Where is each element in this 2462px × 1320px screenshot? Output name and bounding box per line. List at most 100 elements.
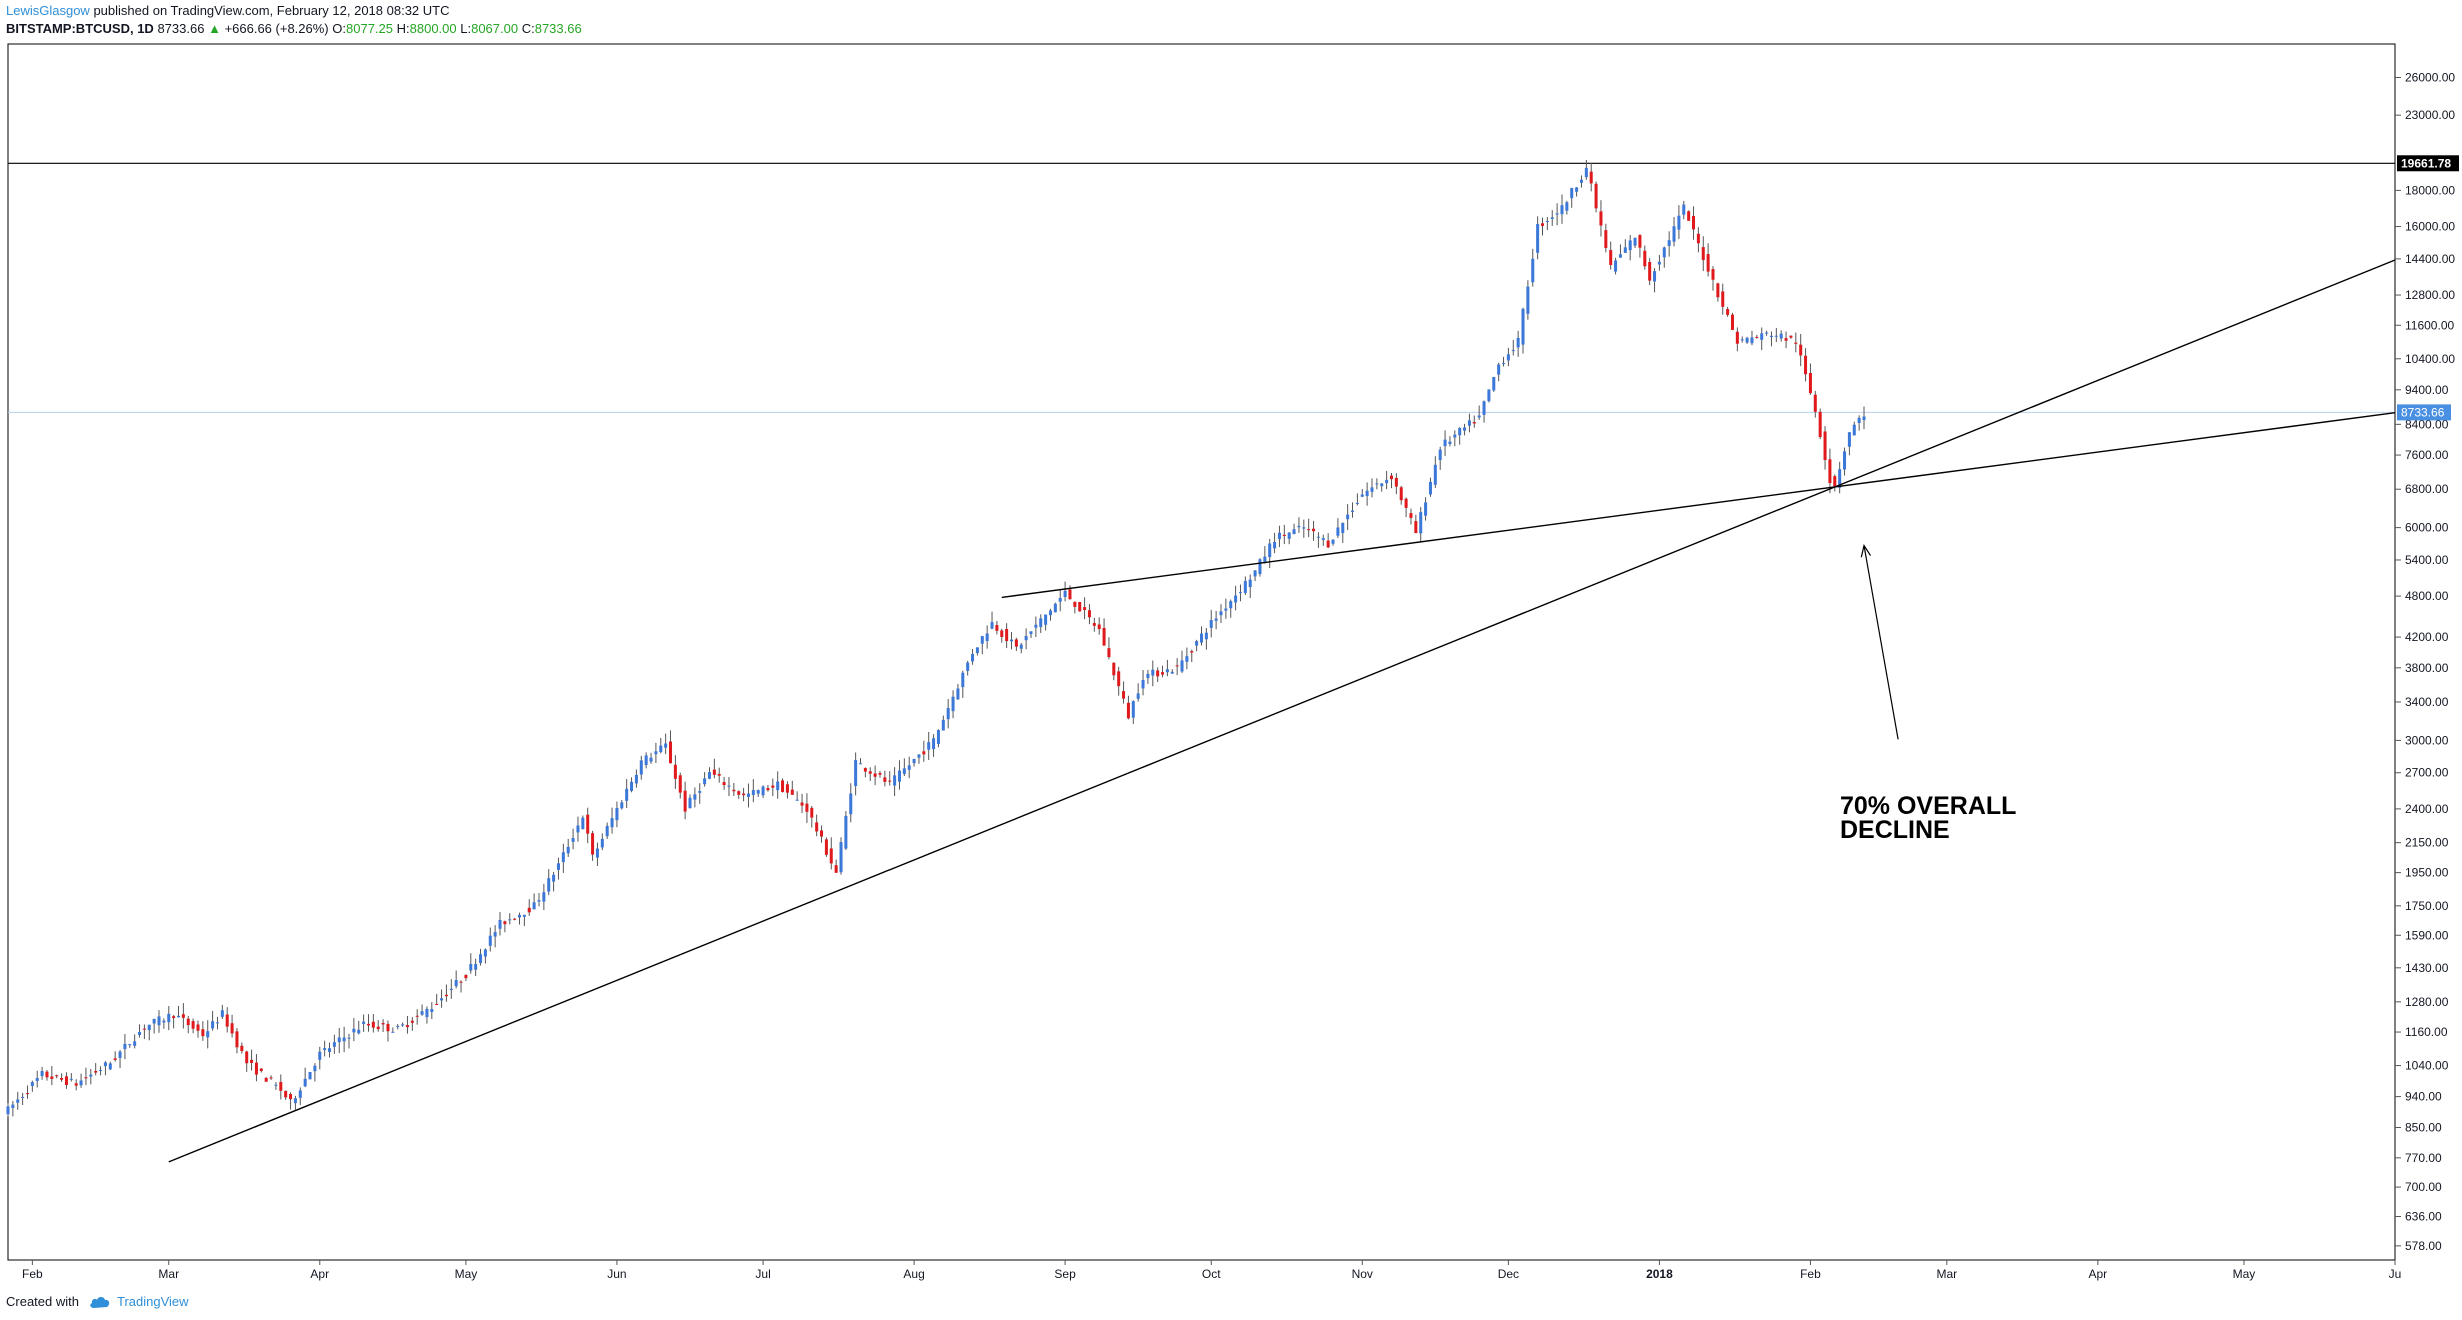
annotation-line-2: DECLINE — [1840, 816, 1950, 844]
candle-body — [746, 793, 750, 797]
candle-body — [1351, 510, 1355, 512]
candle-body — [1234, 595, 1238, 603]
candle-body — [966, 662, 970, 671]
candle-body — [1604, 230, 1608, 248]
y-tick-label: 1950.00 — [2405, 866, 2449, 880]
author-link[interactable]: LewisGlasgow — [6, 3, 90, 18]
candle-body — [1389, 475, 1393, 480]
candle-body — [698, 791, 702, 793]
candle-body — [527, 907, 531, 913]
candle-body — [946, 707, 950, 720]
candle-body — [868, 771, 872, 774]
candle-body — [1087, 610, 1091, 618]
candle-body — [40, 1071, 44, 1077]
candle-body — [1190, 651, 1194, 653]
candle-body — [45, 1071, 49, 1078]
y-tick-label: 770.00 — [2405, 1151, 2442, 1165]
candle-body — [1414, 521, 1418, 534]
published-text: published on TradingView.com, February 1… — [93, 3, 450, 18]
candle-body — [625, 788, 629, 801]
candle-body — [35, 1077, 39, 1082]
candle-body — [1428, 481, 1432, 495]
candle-body — [1847, 432, 1851, 447]
candle-body — [1010, 639, 1014, 642]
candle-body — [1409, 513, 1413, 518]
candle-body — [1730, 314, 1734, 330]
candle-body — [1097, 624, 1101, 630]
candle-body — [1224, 608, 1228, 611]
candle-body — [60, 1077, 64, 1080]
candle-body — [858, 763, 863, 765]
y-tick-label: 9400.00 — [2405, 383, 2449, 397]
candle-body — [678, 775, 682, 793]
candle-body — [1141, 680, 1145, 689]
y-tick-label: 1160.00 — [2405, 1025, 2448, 1039]
candle-body — [298, 1090, 302, 1098]
y-tick-label: 940.00 — [2405, 1090, 2442, 1104]
candle-body — [1277, 532, 1281, 540]
candle-body — [639, 760, 643, 775]
candle-body — [1813, 394, 1817, 412]
candle-body — [1609, 250, 1613, 265]
candle-body — [1112, 662, 1116, 676]
candle-body — [1258, 559, 1262, 575]
y-tick-label: 8400.00 — [2405, 417, 2449, 431]
candle-body — [259, 1068, 263, 1071]
candle-body — [1623, 247, 1627, 253]
max-price-tag — [2397, 155, 2459, 172]
candle-body — [1005, 628, 1009, 642]
candle-body — [1073, 601, 1077, 607]
candle-body — [1472, 422, 1476, 424]
candle-body — [128, 1044, 132, 1046]
y-tick-label: 16000.00 — [2405, 220, 2455, 234]
candle-body — [1034, 624, 1038, 628]
candle-body — [1467, 420, 1471, 426]
low-label: L: — [460, 21, 472, 36]
x-tick-label: Nov — [1352, 1267, 1373, 1281]
candle-body — [1253, 570, 1257, 577]
candle-body — [1048, 610, 1052, 616]
candle-body — [454, 980, 458, 987]
candle-body — [815, 822, 819, 832]
max-price-label: 19661.78 — [2401, 156, 2451, 170]
x-tick-label: Mar — [158, 1267, 179, 1281]
candle-body — [337, 1037, 341, 1043]
candle-body — [1443, 439, 1447, 447]
candle-body — [1852, 424, 1856, 436]
y-tick-label: 1280.00 — [2405, 995, 2449, 1009]
candle-body — [742, 793, 746, 796]
y-tick-label: 3800.00 — [2405, 661, 2449, 675]
candle-body — [1292, 529, 1296, 535]
candle-body — [167, 1013, 171, 1023]
trend-line — [168, 259, 2396, 1163]
candle-body — [235, 1031, 239, 1048]
candle-body — [1321, 538, 1325, 541]
tradingview-brand: TradingView — [116, 1294, 189, 1309]
annotation-arrow — [1863, 545, 1899, 740]
candle-body — [630, 781, 634, 791]
candle-body — [1536, 224, 1540, 253]
symbol-name[interactable]: BITSTAMP:BTCUSD, 1D — [6, 21, 154, 36]
candle-body — [1199, 633, 1204, 643]
price-chart[interactable]: 578.00 636.00 700.00 770.00 850.00 940.00 1040… — [0, 40, 2462, 1290]
candle-body — [1579, 179, 1583, 183]
x-tick-label: Aug — [903, 1267, 924, 1281]
candle-body — [1404, 498, 1408, 508]
y-tick-label: 4800.00 — [2405, 589, 2449, 603]
candle-body — [1131, 701, 1135, 718]
candle-body — [1346, 514, 1350, 520]
candle-body — [727, 785, 731, 787]
y-tick-label: 11600.00 — [2405, 318, 2454, 332]
candle-body — [1399, 487, 1403, 501]
candle-body — [415, 1015, 419, 1017]
y-tick-label: 1750.00 — [2405, 899, 2449, 913]
candle-body — [1136, 693, 1140, 699]
tradingview-link[interactable]: TradingView — [89, 1293, 189, 1311]
candle-body — [556, 863, 560, 870]
candle-body — [571, 838, 575, 842]
candle-body — [157, 1016, 161, 1026]
candle-body — [1628, 240, 1632, 251]
candle-body — [123, 1043, 127, 1050]
candle-body — [25, 1093, 29, 1095]
candle-body — [1156, 670, 1160, 677]
